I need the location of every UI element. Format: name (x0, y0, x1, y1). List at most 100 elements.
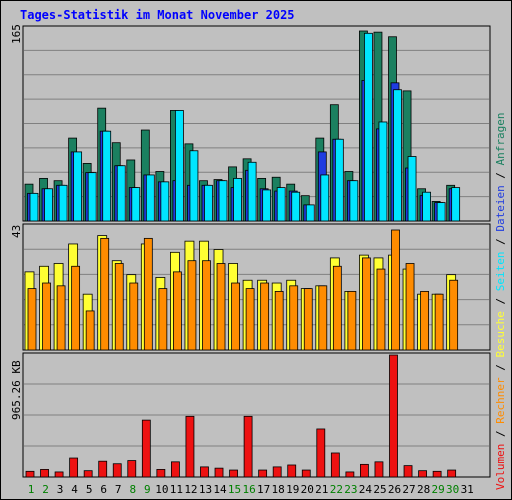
day-tick-label: 1 (28, 483, 35, 496)
day-tick-label: 29 (431, 483, 444, 496)
seiten-bar (189, 150, 199, 222)
rechner-bar (187, 260, 197, 351)
rechner-bar (56, 285, 66, 351)
seiten-bar (407, 156, 417, 222)
day-tick-label: 25 (373, 483, 386, 496)
chart-title: Tages-Statistik im Monat November 2025 (20, 8, 295, 22)
volumen-bar (83, 470, 93, 478)
rechner-bar (85, 310, 95, 351)
day-tick-label: 24 (359, 483, 373, 496)
volumen-bar (40, 469, 49, 478)
day-tick-label: 17 (257, 483, 270, 496)
day-tick-label: 31 (461, 483, 474, 496)
day-tick-label: 20 (301, 483, 314, 496)
seiten-bar (160, 181, 170, 222)
volumen-bar (69, 457, 79, 478)
rechner-bar (114, 263, 124, 351)
seiten-bar (58, 184, 68, 222)
rechner-bar (420, 290, 429, 351)
day-tick-label: 26 (388, 483, 401, 496)
seiten-bar (131, 187, 141, 222)
volumen-bar (25, 470, 35, 478)
rechner-bar (289, 285, 299, 351)
day-tick-label: 30 (446, 483, 459, 496)
volumen-bar (156, 469, 166, 478)
volumen-bar (374, 461, 384, 478)
rechner-bar (100, 237, 110, 351)
rechner-bar (71, 265, 81, 351)
volumen-bar (98, 460, 108, 478)
rechner-bar (42, 282, 51, 351)
day-tick-label: 28 (417, 483, 430, 496)
day-tick-label: 16 (242, 483, 255, 496)
day-tick-label: 23 (344, 483, 357, 496)
seiten-bar (102, 130, 112, 222)
volumen-bar (432, 470, 442, 478)
volumen-bar (258, 469, 268, 478)
volumen-bar (287, 464, 297, 478)
seiten-bar (174, 110, 184, 222)
rechner-bar (260, 282, 270, 351)
seiten-bar (116, 165, 126, 222)
seiten-bar (73, 151, 83, 222)
rechner-bar (303, 288, 313, 351)
seiten-bar (29, 192, 39, 222)
day-tick-label: 21 (315, 483, 328, 496)
rechner-bar (332, 265, 342, 351)
volumen-bar (214, 467, 224, 478)
seiten-bar (349, 180, 359, 222)
volumen-bar (316, 428, 326, 478)
day-tick-label: 9 (144, 483, 151, 496)
rechner-bar (202, 260, 211, 351)
day-tick-label: 22 (330, 483, 343, 496)
seiten-bar (204, 184, 213, 222)
day-tick-label: 11 (170, 483, 183, 496)
day-tick-label: 8 (129, 483, 136, 496)
rechner-bar (318, 285, 328, 351)
volumen-bar (360, 463, 369, 478)
seiten-bar (291, 191, 301, 222)
rechner-bar (362, 257, 371, 351)
day-tick-label: 4 (71, 483, 78, 496)
seiten-bar (218, 180, 228, 222)
seiten-bar (320, 174, 330, 222)
rechner-bar (27, 288, 37, 351)
seiten-bar (233, 177, 242, 222)
day-tick-label: 2 (42, 483, 49, 496)
volumen-bar (54, 471, 64, 478)
volumen-bar (447, 469, 457, 478)
day-tick-label: 10 (155, 483, 168, 496)
volumen-bar (141, 419, 151, 478)
rechner-bar (449, 279, 459, 351)
seiten-bar (247, 161, 257, 222)
seiten-bar (436, 202, 446, 222)
volumen-bar (272, 466, 282, 478)
day-tick-label: 18 (272, 483, 285, 496)
rechner-bar (129, 282, 139, 351)
volumen-bar (112, 463, 122, 478)
rechner-bar (391, 229, 400, 351)
day-tick-label: 12 (184, 483, 197, 496)
rechner-bar (245, 288, 255, 351)
rechner-bar (376, 268, 386, 351)
volumen-bar (127, 460, 137, 478)
volumen-bar (200, 466, 209, 478)
rechner-bar (216, 263, 226, 351)
seiten-bar (44, 188, 53, 222)
rechner-bar (143, 237, 153, 351)
seiten-bar (305, 204, 315, 222)
rechner-bar (158, 288, 168, 351)
seiten-bar (364, 32, 373, 222)
day-tick-label: 27 (402, 483, 415, 496)
volumen-bar (170, 461, 180, 478)
rechner-bar (347, 290, 357, 351)
seiten-bar (378, 121, 388, 222)
seiten-bar (422, 191, 431, 222)
volumen-bar (389, 354, 398, 478)
volumen-bar (301, 469, 311, 478)
day-tick-label: 6 (100, 483, 107, 496)
volumen-bar (345, 471, 355, 478)
seiten-bar (145, 174, 155, 222)
day-tick-label: 19 (286, 483, 299, 496)
